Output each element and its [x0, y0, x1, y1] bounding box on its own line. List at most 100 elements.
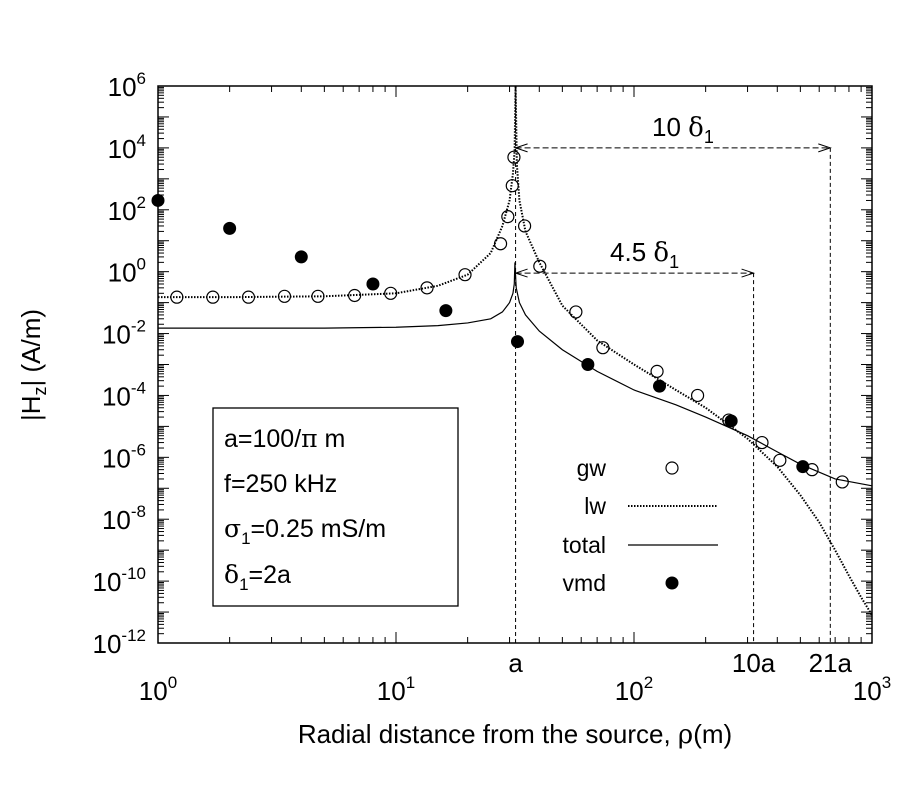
- data-point-vmd: [294, 250, 308, 264]
- param-post: =0.25 mS/m: [251, 515, 386, 543]
- param-line: a=100/π m: [224, 424, 345, 453]
- param-sub: 1: [239, 575, 248, 594]
- data-point-vmd: [653, 379, 667, 393]
- param-pre: f=250 kHz: [224, 470, 337, 498]
- legend-item-lw: lw: [584, 493, 718, 519]
- y-tick-exp: -12: [121, 626, 146, 645]
- param-pre: a=100/: [224, 425, 301, 453]
- x-tick-label: 103: [853, 673, 891, 706]
- legend-label: lw: [584, 493, 606, 519]
- y-tick-base: 10: [93, 567, 122, 597]
- y-tick-exp: 2: [137, 193, 146, 212]
- y-tick-label: 10-4: [102, 378, 146, 411]
- y-tick-label: 10-6: [102, 440, 146, 473]
- y-tick-exp: 0: [137, 255, 146, 274]
- x-tick-labels: 100 101 102 103: [139, 673, 891, 706]
- data-point-vmd: [151, 193, 165, 207]
- y-tick-exp: 4: [137, 131, 146, 150]
- legend-label: total: [563, 532, 606, 558]
- params-box: a=100/π m f=250 kHz σ 1 =0.25 mS/m δ1=2a: [212, 407, 459, 607]
- x-axis-title-symbol: ρ: [678, 720, 693, 750]
- dimension-label-sub: 1: [669, 252, 679, 272]
- x-axis-title-text: Radial distance from the source,: [298, 719, 678, 749]
- dimension-label-sub: 1: [704, 127, 714, 147]
- param-line: f=250 kHz: [224, 470, 337, 498]
- x-tick-base: 10: [615, 676, 644, 706]
- x-axis-title-unit: (m): [693, 719, 732, 749]
- data-point-gw: [533, 259, 547, 273]
- marker-tick-label: 21a: [809, 648, 853, 678]
- data-point-gw: [493, 237, 508, 251]
- marker-tick-labels: a 10a 21a: [508, 648, 852, 678]
- data-point-gw: [690, 388, 705, 403]
- y-tick-base: 10: [108, 258, 137, 288]
- legend-label: vmd: [563, 570, 606, 596]
- y-tick-base: 10: [102, 381, 131, 411]
- x-tick-base: 10: [377, 676, 406, 706]
- y-tick-base: 10: [102, 505, 131, 535]
- data-point-vmd: [366, 277, 380, 291]
- y-axis-title: |Hz| (A/m): [16, 309, 50, 421]
- x-tick-base: 10: [139, 676, 168, 706]
- data-point-gw: [650, 364, 664, 378]
- y-tick-base: 10: [93, 629, 122, 659]
- x-tick-exp: 3: [882, 673, 891, 692]
- arrow-head: [818, 143, 832, 153]
- dimension-annotation: 10 δ1: [513, 112, 832, 153]
- y-axis-title-sub: z: [30, 387, 50, 396]
- legend: gw lw total vmd: [563, 455, 718, 596]
- series-total: [158, 262, 873, 487]
- param-symbol: π: [301, 424, 317, 453]
- y-tick-exp: -2: [131, 317, 146, 336]
- data-point-gw: [420, 281, 434, 295]
- y-tick-base: 10: [102, 320, 131, 350]
- param-post: =2a: [249, 561, 292, 589]
- y-tick-base: 10: [102, 443, 131, 473]
- y-tick-label: 106: [108, 69, 146, 102]
- x-tick-exp: 2: [644, 673, 653, 692]
- series-layer: [151, 85, 873, 616]
- y-tick-exp: -4: [131, 378, 146, 397]
- dimension-label-prefix: 10: [652, 112, 688, 142]
- param-symbol: σ: [224, 514, 241, 543]
- data-point-gw: [348, 288, 362, 303]
- legend-item-gw: gw: [577, 455, 679, 481]
- dimension-label: 10 δ1: [652, 112, 714, 147]
- data-point-gw: [773, 453, 787, 467]
- y-tick-label: 100: [108, 255, 146, 288]
- marker-tick-label: 10a: [732, 648, 776, 678]
- series-line-lw: [158, 85, 873, 616]
- data-point-vmd: [223, 221, 237, 235]
- y-tick-label: 10-8: [102, 502, 146, 535]
- arrow-head: [741, 268, 756, 278]
- y-axis-title-text: |H: [16, 396, 46, 422]
- dimension-annotation: 4.5 δ1: [513, 237, 756, 278]
- data-point-vmd: [581, 358, 595, 371]
- dimension-label: 4.5 δ1: [610, 237, 679, 272]
- y-axis-title-rest: | (A/m): [16, 309, 46, 387]
- y-tick-label: 104: [108, 131, 146, 164]
- data-point-vmd: [796, 460, 810, 474]
- series-vmd: [151, 193, 810, 474]
- legend-swatch: [665, 576, 679, 590]
- data-point-vmd: [439, 304, 453, 318]
- y-tick-exp: -8: [131, 502, 146, 521]
- y-tick-label: 10-2: [102, 317, 146, 350]
- marker-guide-lines: [515, 86, 831, 643]
- legend-item-total: total: [563, 532, 718, 558]
- data-point-gw: [569, 305, 583, 319]
- x-tick-exp: 0: [168, 673, 177, 692]
- dimension-label-symbol: δ: [653, 238, 669, 268]
- x-axis-title: Radial distance from the source, ρ(m): [298, 719, 732, 750]
- legend-label: gw: [577, 455, 607, 481]
- dimension-label-symbol: δ: [688, 113, 704, 143]
- y-tick-exp: -6: [131, 440, 146, 459]
- data-point-gw: [755, 435, 769, 450]
- y-tick-exp: -10: [121, 564, 146, 583]
- data-point-gw: [835, 475, 849, 489]
- param-line: δ1=2a: [224, 560, 291, 594]
- y-tick-exp: 6: [137, 69, 146, 88]
- dimension-label-prefix: 4.5: [610, 237, 653, 267]
